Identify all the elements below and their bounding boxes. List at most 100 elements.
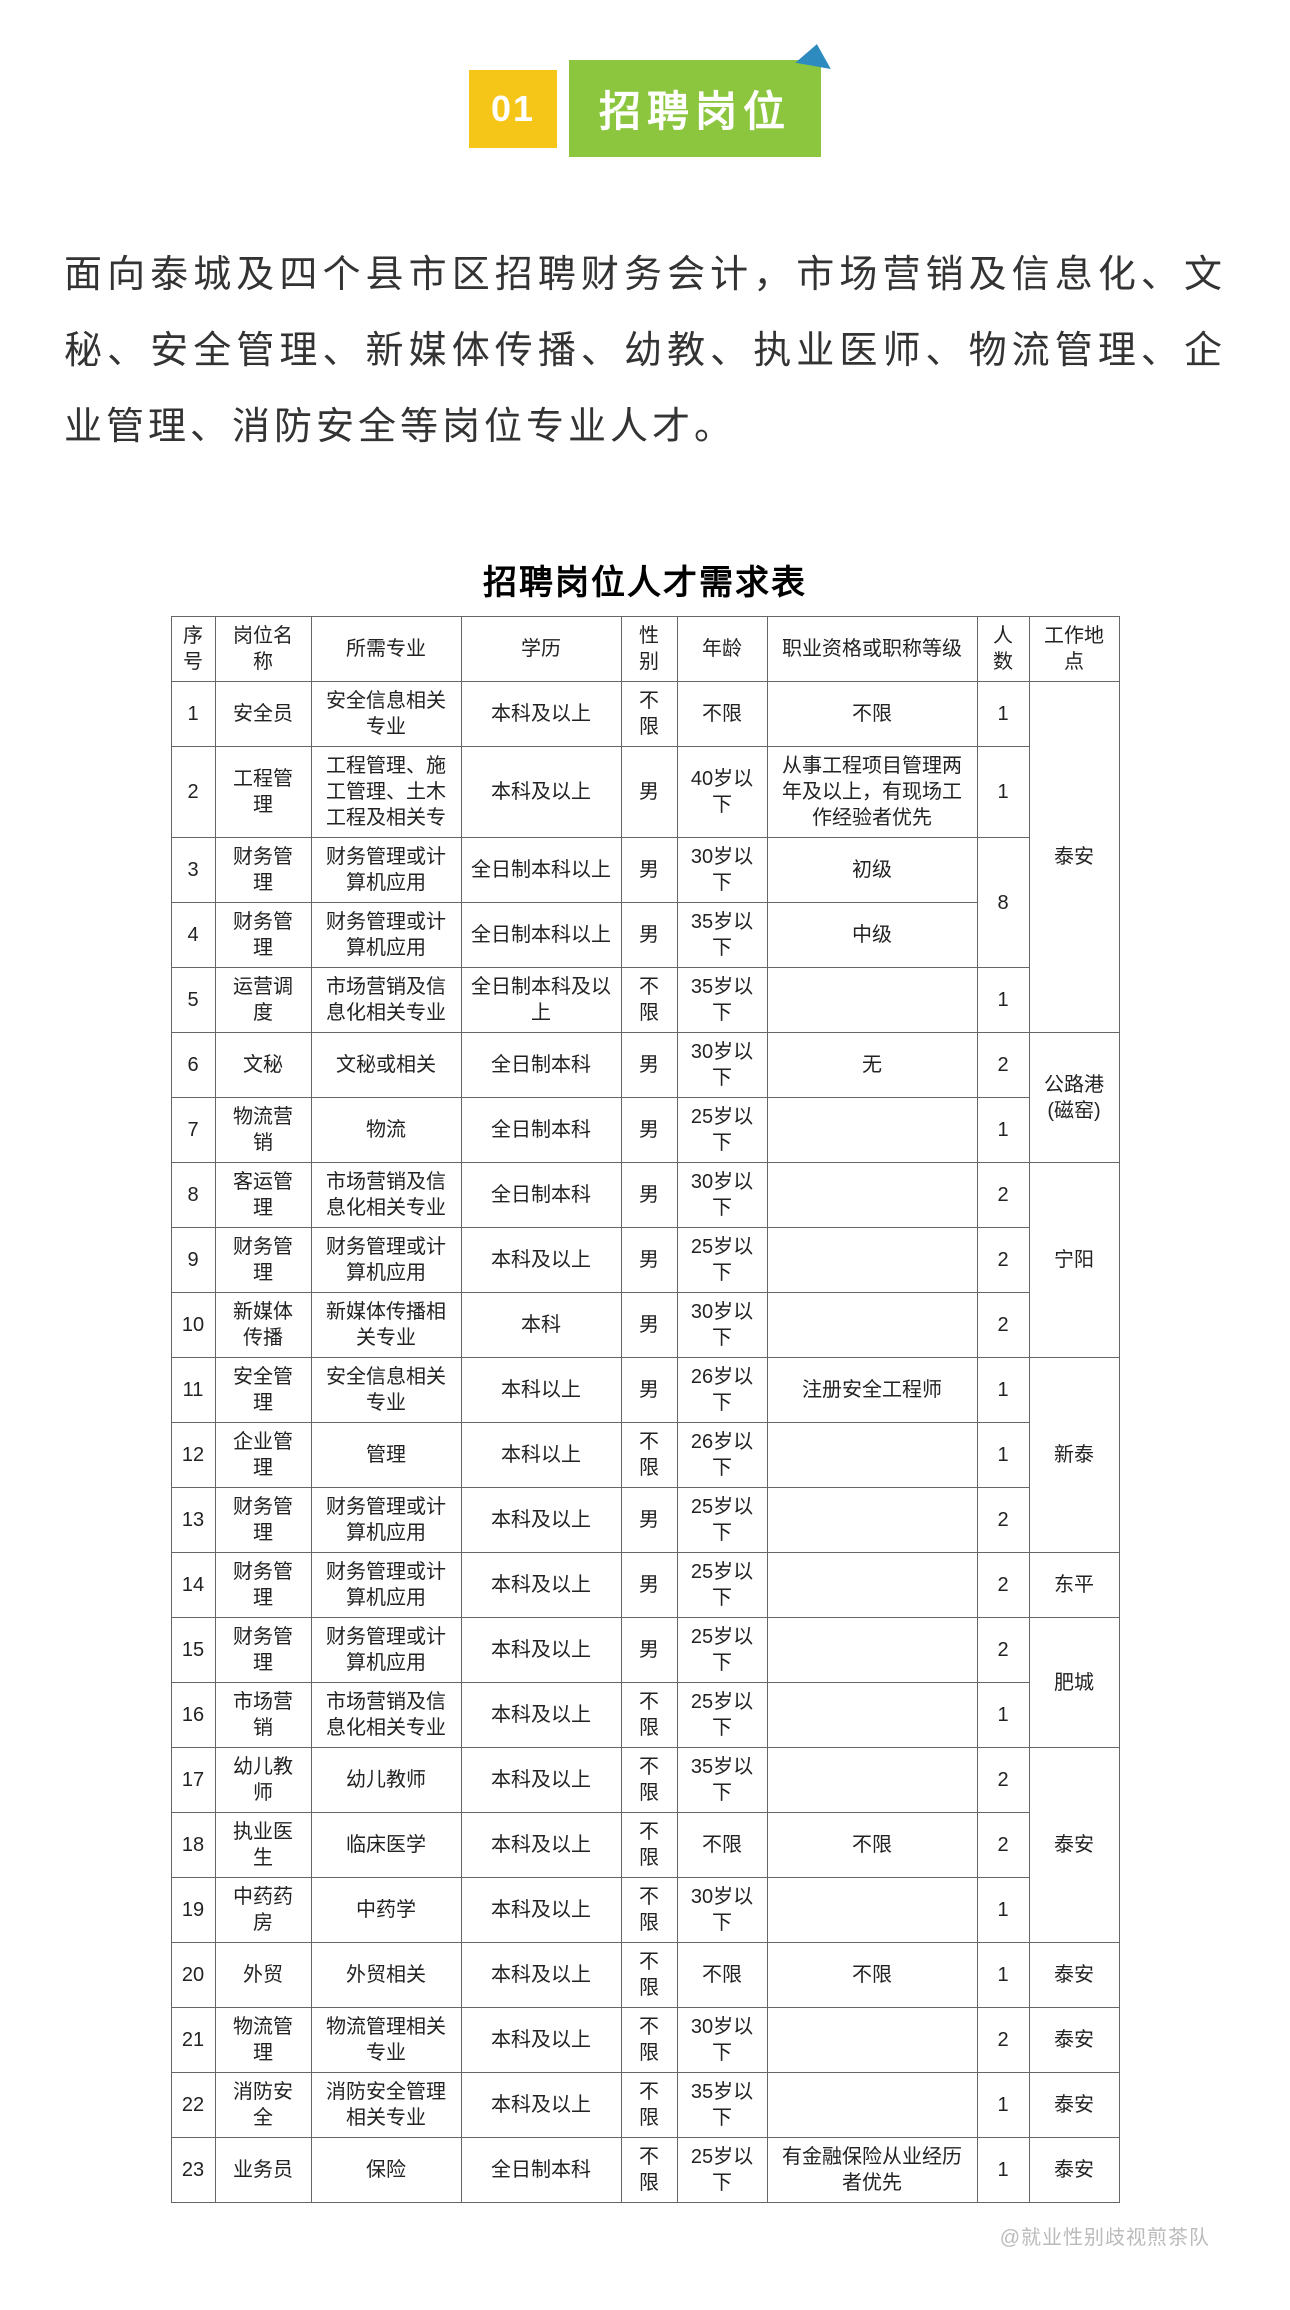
cell-loc: 泰安	[1029, 2138, 1119, 2203]
cell-age: 26岁以下	[677, 1423, 767, 1488]
table-row: 3 财务管理 财务管理或计算机应用 全日制本科以上 男 30岁以下 初级 8	[171, 838, 1119, 903]
cell-seq: 12	[171, 1423, 215, 1488]
cell-pos: 安全员	[215, 682, 311, 747]
cell-seq: 21	[171, 2008, 215, 2073]
section-header: 01 招聘岗位	[60, 60, 1230, 157]
cell-loc: 肥城	[1029, 1618, 1119, 1748]
cell-pos: 财务管理	[215, 1488, 311, 1553]
cell-age: 25岁以下	[677, 2138, 767, 2203]
cell-edu: 本科及以上	[461, 1683, 621, 1748]
cell-count: 1	[977, 747, 1029, 838]
cell-count: 2	[977, 1813, 1029, 1878]
cell-gender: 不限	[621, 1683, 677, 1748]
cell-pos: 工程管理	[215, 747, 311, 838]
cell-gender: 不限	[621, 968, 677, 1033]
cell-loc: 东平	[1029, 1553, 1119, 1618]
cell-count: 1	[977, 2138, 1029, 2203]
cell-age: 25岁以下	[677, 1618, 767, 1683]
cell-count: 1	[977, 1878, 1029, 1943]
cell-edu: 本科及以上	[461, 1748, 621, 1813]
cell-major: 财务管理或计算机应用	[311, 1618, 461, 1683]
cell-qual	[767, 1748, 977, 1813]
cell-major: 临床医学	[311, 1813, 461, 1878]
cell-gender: 男	[621, 747, 677, 838]
cell-pos: 中药药房	[215, 1878, 311, 1943]
cell-major: 财务管理或计算机应用	[311, 838, 461, 903]
cell-loc: 公路港(磁窑)	[1029, 1033, 1119, 1163]
cell-pos: 执业医生	[215, 1813, 311, 1878]
cell-count: 1	[977, 1423, 1029, 1488]
cell-pos: 安全管理	[215, 1358, 311, 1423]
cell-major: 安全信息相关专业	[311, 1358, 461, 1423]
cell-age: 30岁以下	[677, 1878, 767, 1943]
cell-pos: 幼儿教师	[215, 1748, 311, 1813]
cell-count: 2	[977, 1748, 1029, 1813]
cell-edu: 本科以上	[461, 1358, 621, 1423]
cell-age: 不限	[677, 1943, 767, 2008]
cell-seq: 6	[171, 1033, 215, 1098]
cell-qual	[767, 1683, 977, 1748]
cell-major: 财务管理或计算机应用	[311, 1553, 461, 1618]
cell-edu: 全日制本科及以上	[461, 968, 621, 1033]
cell-age: 25岁以下	[677, 1553, 767, 1618]
cell-count: 1	[977, 968, 1029, 1033]
cell-major: 物流	[311, 1098, 461, 1163]
cell-seq: 8	[171, 1163, 215, 1228]
cell-seq: 2	[171, 747, 215, 838]
cell-seq: 3	[171, 838, 215, 903]
table-row: 11 安全管理 安全信息相关专业 本科以上 男 26岁以下 注册安全工程师 1 …	[171, 1358, 1119, 1423]
cell-edu: 全日制本科	[461, 1098, 621, 1163]
cell-seq: 7	[171, 1098, 215, 1163]
cell-qual	[767, 1098, 977, 1163]
cell-major: 市场营销及信息化相关专业	[311, 1683, 461, 1748]
cell-major: 外贸相关	[311, 1943, 461, 2008]
col-count: 人数	[977, 617, 1029, 682]
table-row: 21 物流管理 物流管理相关专业 本科及以上 不限 30岁以下 2 泰安	[171, 2008, 1119, 2073]
cell-seq: 15	[171, 1618, 215, 1683]
cell-loc: 新泰	[1029, 1358, 1119, 1553]
cell-edu: 全日制本科以上	[461, 838, 621, 903]
cell-age: 25岁以下	[677, 1683, 767, 1748]
cell-age: 25岁以下	[677, 1098, 767, 1163]
cell-major: 消防安全管理相关专业	[311, 2073, 461, 2138]
cell-qual	[767, 2073, 977, 2138]
cell-gender: 不限	[621, 1813, 677, 1878]
cell-count: 2	[977, 1033, 1029, 1098]
intro-paragraph: 面向泰城及四个县市区招聘财务会计，市场营销及信息化、文秘、安全管理、新媒体传播、…	[60, 237, 1230, 465]
cell-gender: 男	[621, 1098, 677, 1163]
cell-qual: 不限	[767, 1943, 977, 2008]
cell-gender: 不限	[621, 1943, 677, 2008]
col-major: 所需专业	[311, 617, 461, 682]
cell-major: 物流管理相关专业	[311, 2008, 461, 2073]
cell-seq: 19	[171, 1878, 215, 1943]
cell-pos: 消防安全	[215, 2073, 311, 2138]
cell-age: 30岁以下	[677, 2008, 767, 2073]
cell-qual: 注册安全工程师	[767, 1358, 977, 1423]
cell-qual: 从事工程项目管理两年及以上，有现场工作经验者优先	[767, 747, 977, 838]
cell-edu: 全日制本科	[461, 2138, 621, 2203]
cell-gender: 男	[621, 1553, 677, 1618]
col-gender: 性别	[621, 617, 677, 682]
cell-edu: 本科	[461, 1293, 621, 1358]
cell-major: 财务管理或计算机应用	[311, 903, 461, 968]
cell-edu: 本科及以上	[461, 682, 621, 747]
cell-age: 30岁以下	[677, 1293, 767, 1358]
cell-pos: 文秘	[215, 1033, 311, 1098]
cell-major: 安全信息相关专业	[311, 682, 461, 747]
cell-pos: 财务管理	[215, 1228, 311, 1293]
cell-edu: 本科及以上	[461, 1228, 621, 1293]
cell-major: 工程管理、施工管理、土木工程及相关专	[311, 747, 461, 838]
table-row: 19 中药药房 中药学 本科及以上 不限 30岁以下 1	[171, 1878, 1119, 1943]
cell-edu: 全日制本科	[461, 1163, 621, 1228]
cell-age: 40岁以下	[677, 747, 767, 838]
cell-edu: 全日制本科	[461, 1033, 621, 1098]
cell-age: 35岁以下	[677, 2073, 767, 2138]
cell-pos: 企业管理	[215, 1423, 311, 1488]
cell-seq: 10	[171, 1293, 215, 1358]
cell-gender: 男	[621, 838, 677, 903]
table-row: 2 工程管理 工程管理、施工管理、土木工程及相关专 本科及以上 男 40岁以下 …	[171, 747, 1119, 838]
col-education: 学历	[461, 617, 621, 682]
cell-seq: 4	[171, 903, 215, 968]
cell-qual	[767, 1878, 977, 1943]
cell-qual	[767, 1553, 977, 1618]
